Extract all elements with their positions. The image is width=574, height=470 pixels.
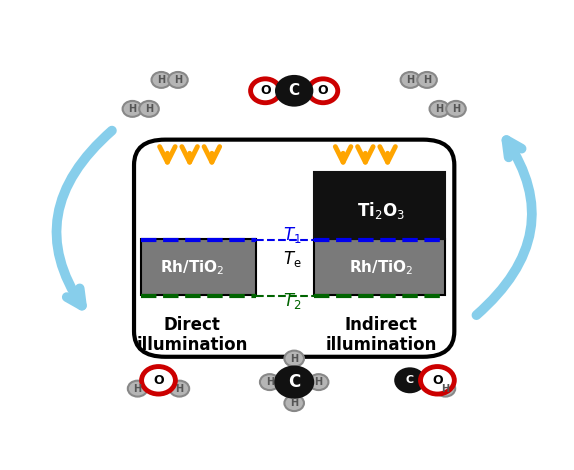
Circle shape [152,72,171,88]
Circle shape [429,101,449,117]
Bar [314,172,445,239]
Circle shape [128,381,148,397]
Text: H: H [129,104,137,114]
Circle shape [251,79,280,103]
Text: C: C [406,376,414,385]
Text: H: H [290,398,298,408]
FancyArrowPatch shape [56,131,112,306]
Text: $T_\mathrm{e}$: $T_\mathrm{e}$ [283,249,302,269]
Text: H: H [441,384,449,393]
FancyArrowPatch shape [476,140,532,315]
Text: H: H [175,384,184,393]
Circle shape [277,76,312,105]
Text: H: H [423,75,431,85]
Text: Rh/TiO$_2$: Rh/TiO$_2$ [160,259,224,277]
Text: O: O [260,84,270,97]
Text: Indirect
illumination: Indirect illumination [325,316,437,354]
Text: C: C [288,373,300,391]
Circle shape [446,101,466,117]
Bar [141,239,257,295]
FancyBboxPatch shape [134,140,455,357]
Circle shape [436,381,455,397]
Circle shape [123,101,142,117]
Text: H: H [290,353,298,364]
Text: H: H [157,75,165,85]
Circle shape [308,79,338,103]
Text: O: O [153,374,164,387]
Circle shape [260,374,280,390]
Text: H: H [174,75,182,85]
Text: Rh/TiO$_2$: Rh/TiO$_2$ [348,259,413,277]
Circle shape [170,381,189,397]
Text: C: C [289,83,300,98]
Text: H: H [315,377,323,387]
Text: O: O [432,374,443,387]
Circle shape [421,367,455,394]
Text: $T_2$: $T_2$ [283,290,301,311]
Circle shape [417,72,437,88]
Text: H: H [145,104,153,114]
Circle shape [168,72,188,88]
Text: H: H [134,384,142,393]
Text: $T_1$: $T_1$ [283,225,301,245]
Circle shape [139,101,159,117]
Circle shape [142,367,176,394]
Circle shape [309,374,328,390]
Text: H: H [406,75,414,85]
Circle shape [276,367,313,397]
Text: H: H [266,377,274,387]
Text: O: O [318,84,328,97]
Circle shape [395,369,424,392]
Bar [314,239,445,295]
Text: Direct
illumination: Direct illumination [136,316,247,354]
Text: H: H [435,104,443,114]
Circle shape [401,72,420,88]
Circle shape [284,351,304,367]
Circle shape [284,395,304,411]
Text: H: H [452,104,460,114]
Text: Ti$_2$O$_3$: Ti$_2$O$_3$ [357,200,405,221]
